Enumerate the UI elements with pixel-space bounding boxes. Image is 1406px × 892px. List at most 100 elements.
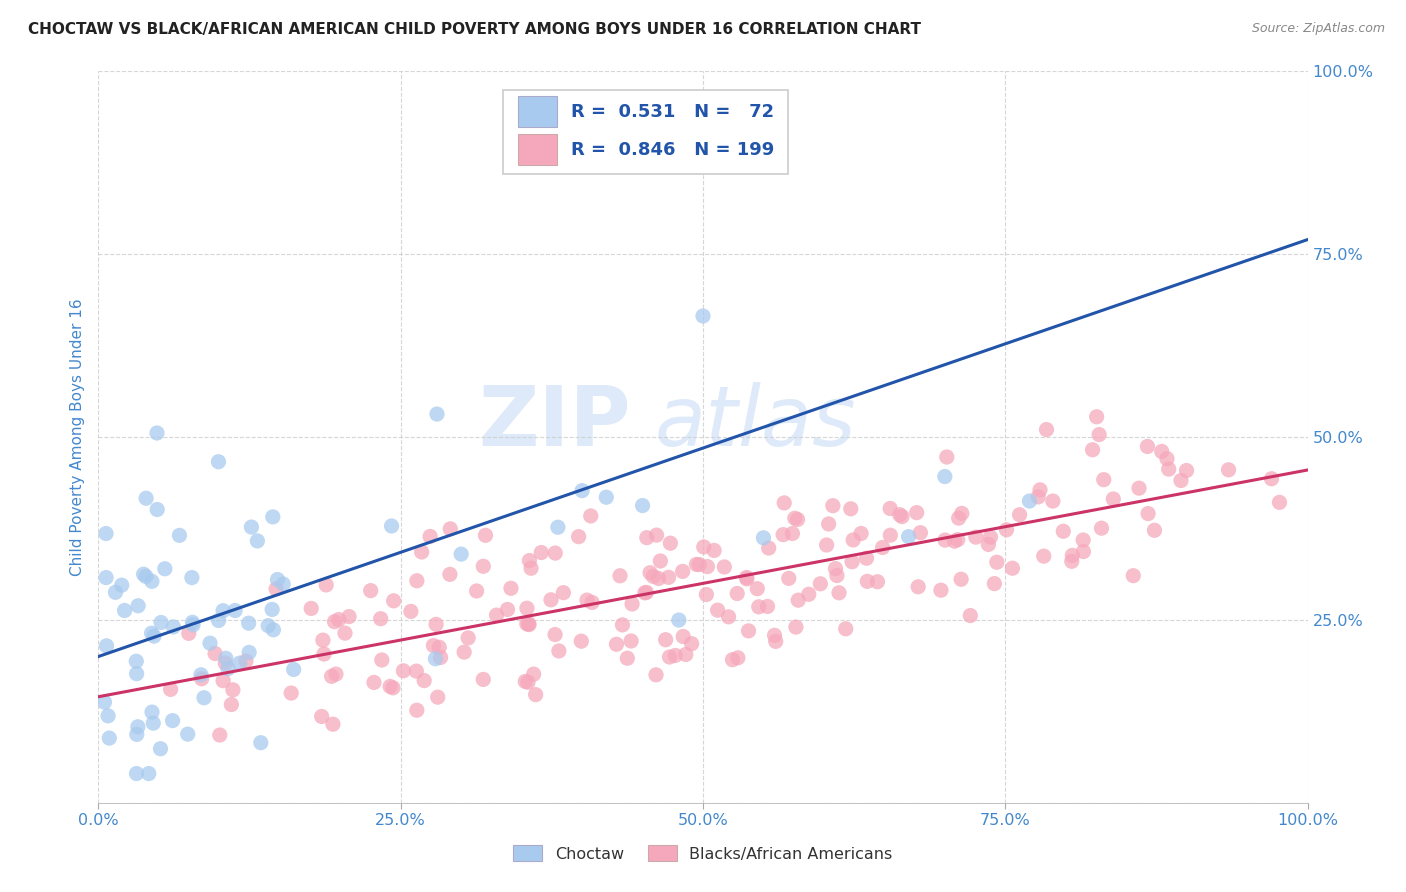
Text: Source: ZipAtlas.com: Source: ZipAtlas.com (1251, 22, 1385, 36)
Point (238, 616, 260, 631)
Point (907, 580, 929, 594)
Point (946, 533, 969, 547)
Point (138, 766, 160, 780)
Point (371, 653, 394, 667)
Point (127, 599, 149, 613)
Point (889, 508, 911, 522)
Point (571, 483, 593, 498)
Point (634, 586, 657, 600)
Point (786, 512, 808, 526)
Point (280, 686, 302, 700)
Point (1170, 474, 1192, 488)
Point (207, 455, 229, 469)
Point (204, 647, 226, 661)
Point (872, 541, 894, 555)
Point (1042, 494, 1064, 508)
Point (797, 587, 820, 601)
Point (1035, 423, 1057, 437)
Point (685, 558, 707, 572)
Point (688, 558, 710, 572)
Point (856, 574, 879, 589)
Point (93, 695, 115, 709)
Point (943, 534, 966, 549)
Point (950, 507, 973, 521)
Point (540, 592, 562, 607)
Point (439, 567, 461, 582)
Point (579, 508, 602, 523)
Point (1136, 440, 1159, 454)
Point (315, 578, 337, 592)
Point (645, 528, 668, 542)
FancyBboxPatch shape (517, 96, 557, 127)
Point (323, 615, 346, 629)
Point (228, 656, 250, 670)
Point (127, 720, 149, 734)
Point (411, 545, 433, 559)
Point (748, 599, 770, 614)
Point (553, 585, 575, 599)
Point (264, 582, 287, 596)
Point (727, 650, 749, 665)
Point (1018, 494, 1040, 508)
Point (841, 555, 863, 569)
Point (693, 540, 716, 554)
Point (190, 668, 212, 682)
Point (181, 618, 204, 632)
Point (995, 523, 1018, 537)
Point (125, 766, 148, 780)
Legend: Choctaw, Blacks/African Americans: Choctaw, Blacks/African Americans (508, 838, 898, 868)
Point (616, 651, 638, 665)
Point (1143, 524, 1166, 538)
Point (143, 629, 166, 643)
Point (162, 714, 184, 728)
Point (378, 680, 401, 694)
Point (1268, 495, 1291, 509)
Point (785, 620, 807, 634)
Point (453, 645, 475, 659)
Point (439, 522, 461, 536)
Point (283, 662, 305, 676)
Point (658, 570, 681, 584)
Point (1032, 549, 1054, 563)
Point (929, 583, 952, 598)
Point (986, 555, 1008, 569)
Point (499, 582, 522, 596)
Point (238, 645, 260, 659)
Point (612, 618, 634, 632)
Point (782, 526, 804, 541)
Point (457, 631, 479, 645)
Text: R =  0.846   N = 199: R = 0.846 N = 199 (571, 141, 775, 159)
Point (1001, 561, 1024, 575)
Point (249, 736, 271, 750)
Point (891, 509, 914, 524)
Point (1088, 427, 1111, 442)
Point (643, 569, 665, 583)
Point (141, 705, 163, 719)
Point (337, 609, 360, 624)
Point (568, 530, 591, 544)
Point (94, 526, 117, 541)
Point (146, 502, 169, 516)
Point (706, 603, 728, 617)
Point (472, 559, 495, 574)
Point (1062, 549, 1084, 563)
Point (111, 578, 134, 592)
Point (866, 574, 889, 589)
Point (756, 599, 779, 614)
Point (849, 526, 872, 541)
Point (141, 626, 163, 640)
Point (208, 728, 231, 742)
Point (425, 652, 447, 666)
Point (824, 561, 846, 575)
Point (180, 571, 202, 585)
Point (1092, 473, 1115, 487)
Point (419, 529, 441, 543)
Point (125, 666, 148, 681)
Point (215, 651, 238, 665)
Point (645, 668, 668, 682)
Point (787, 593, 810, 607)
Point (524, 688, 547, 702)
Point (1128, 481, 1150, 495)
Point (821, 499, 844, 513)
Point (1026, 490, 1049, 504)
